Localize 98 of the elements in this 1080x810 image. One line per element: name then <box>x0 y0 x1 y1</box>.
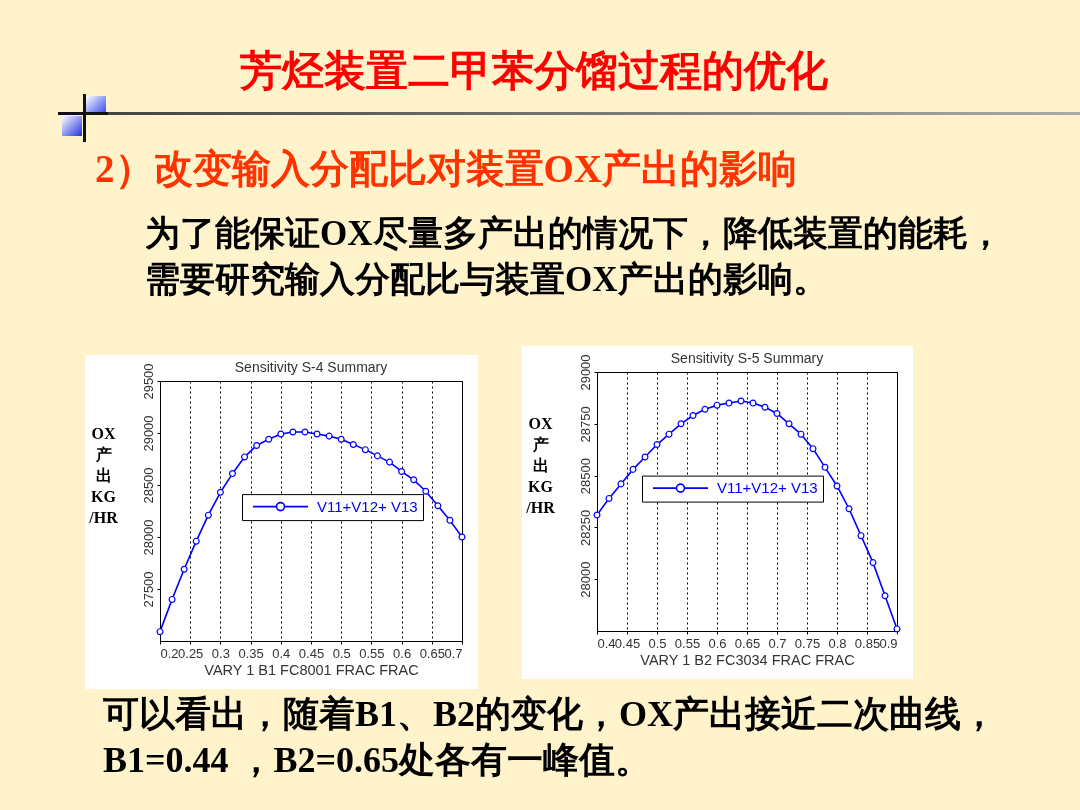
point <box>265 435 273 443</box>
point <box>434 502 442 510</box>
point <box>337 435 345 443</box>
x-tick-label: 0.55 <box>674 635 701 651</box>
y-tick-label: 28500 <box>577 458 593 495</box>
x-tick-label: 0.8 <box>828 635 847 651</box>
x-tick-label: 0.65 <box>419 645 445 661</box>
point <box>821 463 829 471</box>
y-tick-label: 28250 <box>577 509 593 546</box>
text: 芳烃装置二甲苯分馏过程的优化 <box>240 46 828 96</box>
point <box>313 430 321 438</box>
x-tick-label: 0.7 <box>444 645 463 661</box>
point <box>192 537 200 545</box>
x-tick-label: 0.65 <box>734 635 761 651</box>
point <box>349 440 357 448</box>
point <box>797 430 805 438</box>
point <box>629 465 637 473</box>
x-tick-label: 0.75 <box>794 635 821 651</box>
point <box>605 494 613 502</box>
point <box>180 565 188 573</box>
point <box>458 533 466 541</box>
point <box>593 511 601 519</box>
y-tick-label: 28000 <box>577 561 593 598</box>
y-axis-title: OX产出KG/HR <box>525 415 556 517</box>
point <box>204 511 212 519</box>
point <box>361 446 369 454</box>
x-tick-label: 0.3 <box>211 645 230 661</box>
point <box>737 397 745 405</box>
point <box>398 467 406 475</box>
y-axis-title: OX产出KG/HR <box>88 424 119 526</box>
point <box>677 420 685 428</box>
point <box>653 441 661 449</box>
x-tick-label: 0.5 <box>648 635 667 651</box>
point <box>156 628 164 636</box>
x-tick-label: 0.6 <box>393 645 412 661</box>
x-tick-label: 0.4 <box>597 635 616 651</box>
point <box>869 559 877 567</box>
x-tick-label: 0.7 <box>768 635 787 651</box>
x-axis-title: VARY 1 B2 FC3034 FRAC FRAC <box>640 651 855 668</box>
point <box>689 412 697 420</box>
x-tick-label: 0.35 <box>238 645 264 661</box>
x-tick-label: 0.6 <box>708 635 727 651</box>
x-tick-label: 0.5 <box>332 645 351 661</box>
point <box>857 532 865 540</box>
point <box>386 458 394 466</box>
x-tick-label: 0.9 <box>879 635 898 651</box>
point <box>373 452 381 460</box>
x-tick-label: 0.4 <box>272 645 291 661</box>
point <box>665 430 673 438</box>
y-tick-label: 28500 <box>140 467 156 504</box>
y-tick-label: 28000 <box>140 519 156 556</box>
chart-title: Sensitivity S-5 Summary <box>670 349 824 366</box>
point <box>641 453 649 461</box>
x-tick-label: 0.55 <box>359 645 385 661</box>
y-tick-label: 28750 <box>577 406 593 443</box>
text: B1=0.44 ，B2=0.65处各有一峰值。 <box>103 739 652 782</box>
point <box>289 428 297 436</box>
point <box>446 516 454 524</box>
point <box>168 595 176 603</box>
legend-label: V11+V12+ V13 <box>717 479 818 497</box>
point <box>761 403 769 411</box>
point <box>216 488 224 496</box>
point <box>241 453 249 461</box>
y-tick-label: 27500 <box>140 571 156 608</box>
text: 需要研究输入分配比与装置OX产出的影响。 <box>145 259 828 301</box>
point <box>301 428 309 436</box>
y-tick-label: 29000 <box>577 354 593 391</box>
text: 2）改变输入分配比对装置OX产出的影响 <box>95 146 797 192</box>
point <box>410 476 418 484</box>
chart-title: Sensitivity S-4 Summary <box>234 358 388 375</box>
point <box>725 399 733 407</box>
text: 可以看出，随着B1、B2的变化，OX产出接近二次曲线， <box>103 693 998 736</box>
point <box>253 441 261 449</box>
text: 为了能保证OX尽量多产出的情况下，降低装置的能耗， <box>145 213 1003 255</box>
x-tick-label: 0.2 <box>160 645 179 661</box>
y-tick-label: 29500 <box>140 363 156 400</box>
point <box>228 470 236 478</box>
point <box>713 401 721 409</box>
point <box>833 482 841 490</box>
point <box>881 592 889 600</box>
point <box>845 505 853 513</box>
x-tick-label: 0.45 <box>298 645 325 661</box>
x-tick-label: 0.85 <box>854 635 881 651</box>
x-tick-label: 0.45 <box>614 635 641 651</box>
point <box>893 625 901 633</box>
point <box>617 480 625 488</box>
point <box>277 430 285 438</box>
point <box>785 420 793 428</box>
point <box>749 399 757 407</box>
point <box>773 409 781 417</box>
x-tick-label: 0.25 <box>178 645 204 661</box>
y-tick-label: 29000 <box>140 415 156 452</box>
point <box>809 445 817 453</box>
point <box>422 487 430 495</box>
legend-label: V11+V12+ V13 <box>317 497 418 515</box>
x-axis-title: VARY 1 B1 FC8001 FRAC FRAC <box>204 661 419 678</box>
point <box>325 432 333 440</box>
point <box>701 405 709 413</box>
